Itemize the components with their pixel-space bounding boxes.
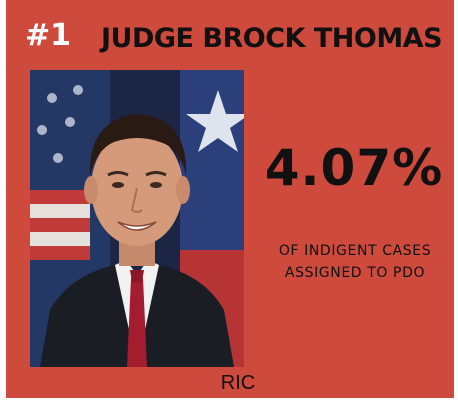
judge-name: JUDGE BROCK THOMAS [101, 23, 443, 54]
photo-caption: RIC [220, 372, 256, 394]
judge-portrait [30, 70, 244, 367]
percentage-description: OF INDIGENT CASES ASSIGNED TO PDO [278, 243, 432, 281]
percentage-value: 4.07% [264, 139, 444, 197]
ranking-card: #1 JUDGE BROCK THOMAS [6, 0, 454, 398]
rank-label: #1 [25, 18, 72, 53]
